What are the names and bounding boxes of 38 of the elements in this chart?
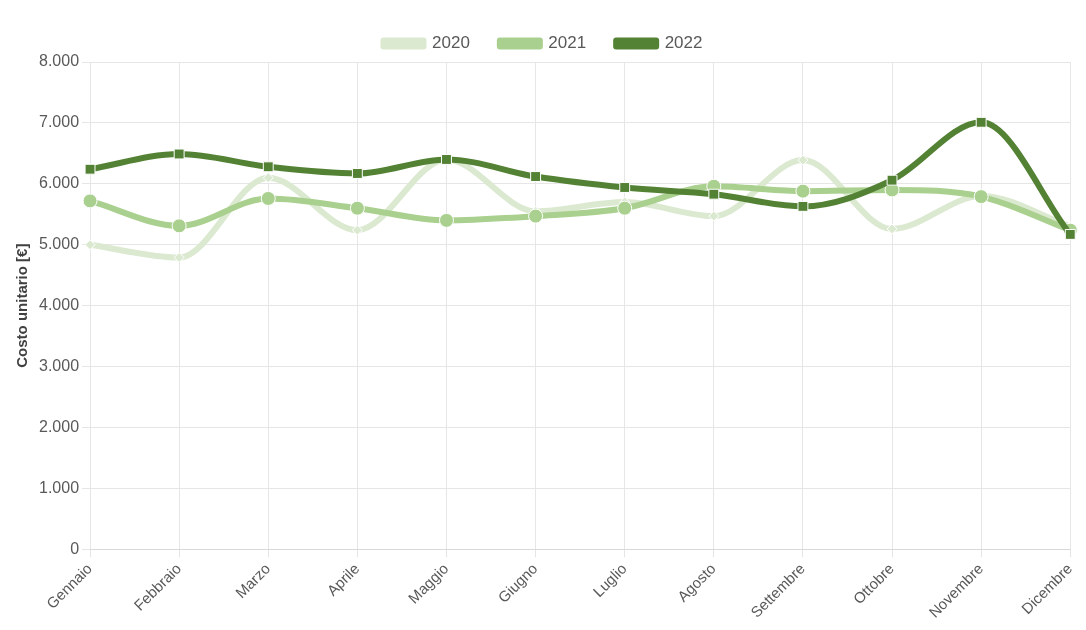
point [795, 183, 811, 199]
point [351, 224, 363, 236]
legend-label: 2021 [548, 33, 587, 53]
point [262, 161, 274, 173]
point [351, 168, 363, 179]
y-tick-label: 4.000 [38, 296, 80, 314]
point [708, 188, 720, 200]
y-tick-label: 7.000 [38, 113, 80, 131]
point [171, 218, 187, 234]
point [886, 223, 898, 235]
point [262, 172, 274, 184]
y-tick-label: 6.000 [38, 174, 80, 192]
point [438, 212, 454, 228]
y-tick-label: 2.000 [38, 417, 80, 435]
y-axis-title: Costo unitario [€] [13, 243, 31, 368]
point [84, 163, 96, 175]
y-tick-label: 8.000 [38, 52, 80, 70]
point [530, 171, 542, 182]
y-tick-label: 0 [70, 539, 80, 557]
point [797, 154, 809, 166]
point [349, 200, 365, 216]
point [1064, 228, 1076, 240]
y-tick-label: 1.000 [38, 478, 80, 496]
point [975, 116, 987, 128]
point [886, 174, 898, 186]
point [260, 190, 276, 206]
point [619, 182, 631, 193]
y-tick-label: 3.000 [38, 356, 80, 374]
legend-label: 2020 [432, 33, 470, 53]
point [617, 200, 633, 216]
legend-label: 2022 [664, 33, 703, 53]
point [173, 252, 185, 264]
point [708, 210, 720, 222]
y-tick-label: 5.000 [38, 235, 80, 253]
point [797, 200, 809, 212]
point [173, 148, 185, 160]
point [528, 208, 544, 224]
point [82, 193, 98, 209]
